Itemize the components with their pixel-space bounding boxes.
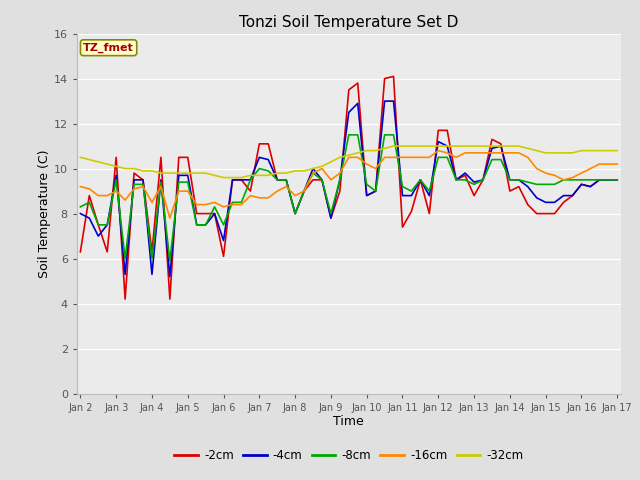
Legend: -2cm, -4cm, -8cm, -16cm, -32cm: -2cm, -4cm, -8cm, -16cm, -32cm [170, 444, 528, 467]
Title: Tonzi Soil Temperature Set D: Tonzi Soil Temperature Set D [239, 15, 458, 30]
Text: TZ_fmet: TZ_fmet [83, 43, 134, 53]
Y-axis label: Soil Temperature (C): Soil Temperature (C) [38, 149, 51, 278]
X-axis label: Time: Time [333, 415, 364, 429]
